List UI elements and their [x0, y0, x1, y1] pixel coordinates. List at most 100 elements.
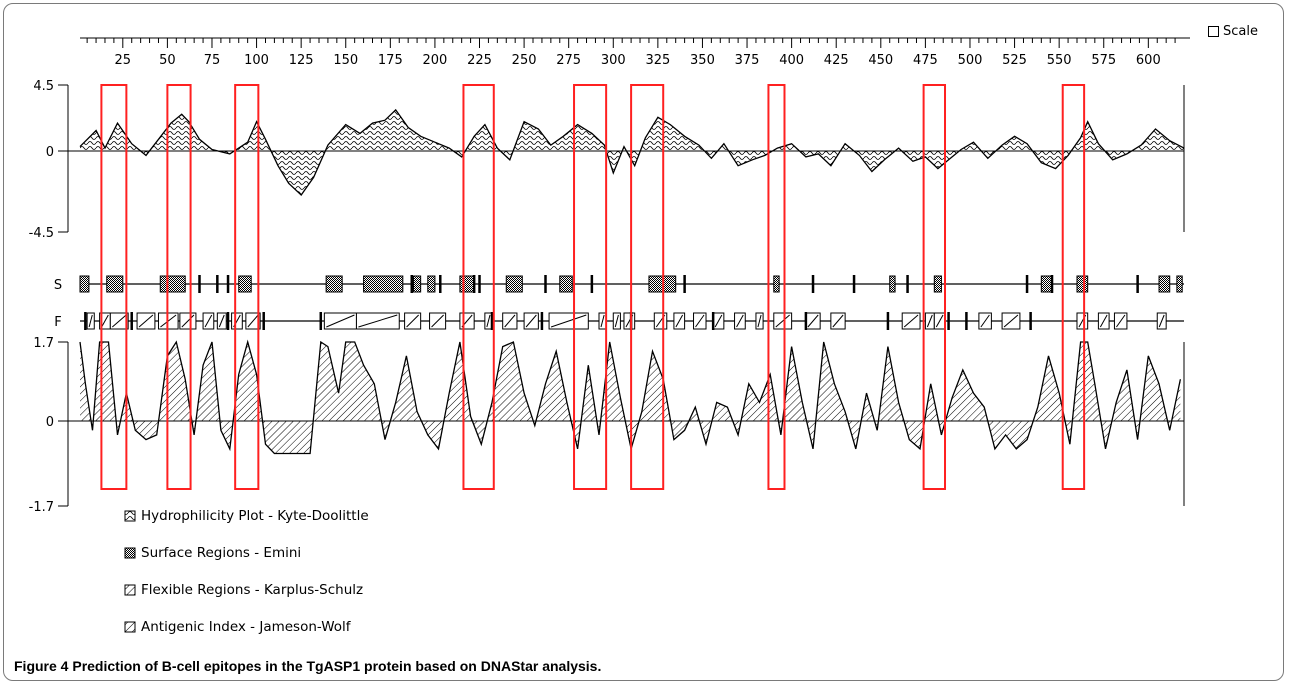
- x-tick-label: 500: [958, 53, 983, 68]
- x-tick-label: 275: [556, 53, 581, 68]
- legend-swatch: [124, 510, 136, 522]
- flexible-region-hatch: [1003, 314, 1019, 328]
- figure-frame: [3, 3, 1284, 681]
- surface-region-block: [413, 275, 422, 293]
- scale-legend-swatch: [1208, 26, 1219, 37]
- x-tick-label: 425: [824, 53, 849, 68]
- flexible-region-hatch: [757, 314, 762, 328]
- epitope-highlight-box: [166, 84, 192, 490]
- x-tick-label: 475: [913, 53, 938, 68]
- surface-track-label: S: [54, 278, 62, 293]
- flexible-region-hatch: [101, 314, 109, 328]
- flexible-region-hatch: [614, 314, 619, 328]
- flexible-region-hatch: [903, 314, 919, 328]
- surface-region-block: [238, 275, 252, 293]
- x-tick-label: 25: [115, 53, 132, 68]
- flexible-region-hatch: [980, 314, 990, 328]
- legend-swatch: [124, 584, 136, 596]
- flexible-region-hatch: [247, 314, 259, 328]
- flexible-region-hatch: [736, 314, 744, 328]
- flexible-region-hatch: [181, 314, 195, 328]
- x-tick-label: 75: [204, 53, 221, 68]
- flexible-region-hatch: [775, 314, 790, 328]
- x-tick-label: 600: [1136, 53, 1161, 68]
- flexible-region-hatch: [714, 314, 723, 328]
- surface-region-block: [1040, 275, 1053, 293]
- legend-label: Antigenic Index - Jameson-Wolf: [141, 619, 352, 635]
- x-tick-label: 50: [159, 53, 176, 68]
- flexible-region-hatch: [138, 314, 154, 328]
- caption-text: Prediction of B-cell epitopes in the TgA…: [68, 658, 602, 674]
- x-tick-label: 350: [690, 53, 715, 68]
- scale-legend: Scale: [1208, 24, 1258, 39]
- flexible-region-hatch: [675, 314, 684, 328]
- epitope-highlight-box: [630, 84, 665, 490]
- flexible-region-hatch: [88, 314, 93, 328]
- epitope-highlight-box: [922, 84, 947, 490]
- legend-label: Flexible Regions - Karplus-Schulz: [141, 582, 363, 598]
- x-tick-label: 150: [333, 53, 358, 68]
- epitope-highlight-box: [573, 84, 608, 490]
- figure-caption: Figure 4 Prediction of B-cell epitopes i…: [14, 658, 601, 674]
- antigenic-y-tick-label: -1.7: [29, 500, 54, 515]
- surface-region-block: [79, 275, 90, 293]
- flexible-region-hatch: [204, 314, 213, 328]
- x-tick-label: 525: [1002, 53, 1027, 68]
- flexible-region-hatch: [486, 314, 491, 328]
- flexible-region-hatch: [358, 314, 398, 328]
- hydrophilicity-y-tick-label: 0: [46, 145, 54, 160]
- hydrophilicity-y-tick-label: -4.5: [29, 226, 54, 241]
- flexible-region-hatch: [504, 314, 516, 328]
- flexible-region-hatch: [832, 314, 844, 328]
- flexible-region-hatch: [695, 314, 705, 328]
- legend-label: Surface Regions - Emini: [141, 545, 301, 561]
- antigenic-line: [79, 339, 1182, 455]
- x-tick-label: 100: [244, 53, 269, 68]
- surface-region-block: [933, 275, 942, 293]
- flexible-region-hatch: [406, 314, 420, 328]
- epitope-highlight-box: [100, 84, 128, 490]
- x-tick-label: 300: [601, 53, 626, 68]
- flexible-region-hatch: [525, 314, 537, 328]
- epitope-highlight-box: [1061, 84, 1086, 490]
- surface-region-block: [427, 275, 436, 293]
- hydrophilicity-y-tick-label: 4.5: [33, 79, 54, 94]
- x-tick-label: 175: [378, 53, 403, 68]
- surface-region-block: [459, 275, 475, 293]
- antigenic-y-tick-label: 0: [46, 415, 54, 430]
- flexible-region-hatch: [431, 314, 444, 328]
- antigenic-y-tick-label: 1.7: [33, 336, 54, 351]
- x-tick-label: 325: [645, 53, 670, 68]
- epitope-highlight-box: [462, 84, 495, 490]
- surface-region-block: [773, 275, 780, 293]
- legend-swatch: [124, 547, 136, 559]
- x-tick-label: 575: [1091, 53, 1116, 68]
- flexible-region-hatch: [326, 314, 355, 328]
- flexible-region-hatch: [1099, 314, 1108, 328]
- surface-region-block: [325, 275, 343, 293]
- x-tick-label: 250: [512, 53, 537, 68]
- surface-region-block: [889, 275, 896, 293]
- hydrophilicity-line: [79, 108, 1185, 196]
- legend-label: Hydrophilicity Plot - Kyte-Doolittle: [141, 508, 369, 524]
- epitope-highlight-box: [767, 84, 786, 490]
- x-tick-label: 375: [735, 53, 760, 68]
- surface-region-block: [1158, 275, 1171, 293]
- x-tick-label: 225: [467, 53, 492, 68]
- x-tick-label: 125: [289, 53, 314, 68]
- flexible-region-hatch: [1158, 314, 1165, 328]
- surface-region-block: [505, 275, 523, 293]
- x-tick-label: 450: [868, 53, 893, 68]
- surface-region-block: [1176, 275, 1183, 293]
- x-tick-label: 550: [1047, 53, 1072, 68]
- flexible-track-label: F: [54, 315, 61, 330]
- flexible-region-hatch: [550, 314, 587, 328]
- surface-region-block: [159, 275, 186, 293]
- epitope-highlight-box: [234, 84, 260, 490]
- caption-label: Figure 4: [14, 658, 69, 674]
- flexible-region-hatch: [807, 314, 819, 328]
- surface-region-block: [106, 275, 124, 293]
- flexible-region-hatch: [600, 314, 605, 328]
- flexible-region-hatch: [1116, 314, 1126, 328]
- legend-swatch: [124, 621, 136, 633]
